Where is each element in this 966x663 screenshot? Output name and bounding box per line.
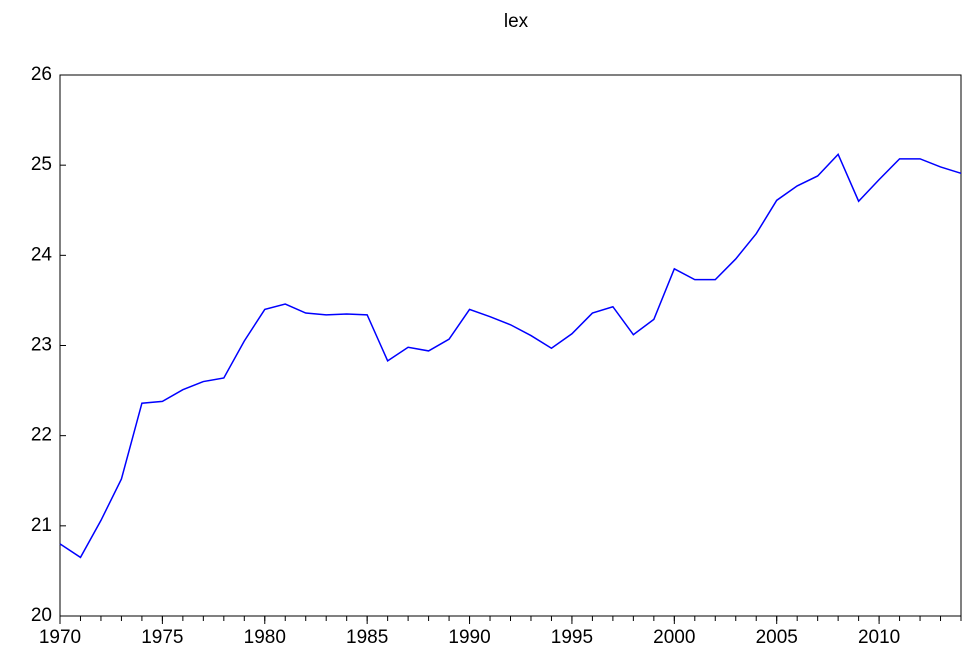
plot-frame: [59, 74, 962, 617]
x-tick-label: 2005: [756, 627, 798, 648]
x-tick-label: 1970: [39, 627, 81, 648]
x-tick-label: 1985: [346, 627, 388, 648]
y-tick-label: 21: [31, 515, 52, 536]
x-tick-label: 2000: [653, 627, 695, 648]
x-tick-label: 2010: [858, 627, 900, 648]
y-tick-label: 20: [31, 605, 52, 626]
x-tick-label: 1995: [551, 627, 593, 648]
series-line: [59, 153, 962, 559]
y-tick-label: 25: [31, 154, 52, 175]
y-tick-label: 24: [31, 244, 53, 265]
x-tick-label: 1980: [244, 627, 286, 648]
y-tick-label: 22: [31, 425, 52, 446]
y-tick-label: 26: [31, 64, 52, 85]
x-tick-label: 1990: [448, 627, 490, 648]
x-tick-label: 1975: [141, 627, 183, 648]
chart-title: lex: [504, 11, 529, 32]
y-tick-label: 23: [31, 335, 52, 356]
